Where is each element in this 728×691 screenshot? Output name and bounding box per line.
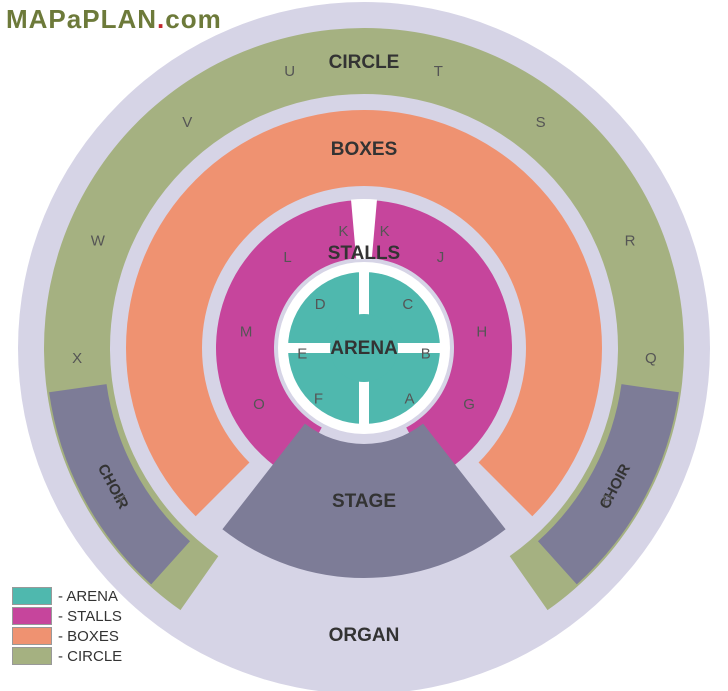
arena-seg-E: E (297, 345, 307, 362)
legend: - ARENA - STALLS - BOXES - CIRCLE (12, 585, 122, 667)
legend-label-boxes: - BOXES (58, 628, 119, 645)
label-organ: ORGAN (329, 625, 400, 646)
stalls-seg-J: J (437, 249, 445, 266)
legend-swatch-stalls (12, 607, 52, 625)
stalls-seg-K: K (338, 223, 348, 240)
circle-seg-W: W (91, 232, 106, 249)
label-boxes: BOXES (331, 139, 398, 160)
legend-row-circle: - CIRCLE (12, 647, 122, 665)
logo-mid: a (67, 4, 82, 34)
circle-seg-X: X (72, 350, 82, 367)
arena-seg-F: F (314, 391, 323, 408)
circle-seg-S: S (536, 114, 546, 131)
stalls-seg-K: K (380, 223, 390, 240)
label-arena: ARENA (330, 338, 398, 359)
circle-seg-V: V (182, 114, 192, 131)
legend-label-stalls: - STALLS (58, 608, 122, 625)
stalls-seg-L: L (283, 249, 291, 266)
circle-seg-Y: Y (116, 492, 126, 509)
circle-seg-T: T (434, 63, 443, 80)
stalls-seg-H: H (476, 323, 487, 340)
arena-seg-B: B (421, 345, 431, 362)
logo-pre: MAP (6, 4, 67, 34)
legend-row-stalls: - STALLS (12, 607, 122, 625)
legend-label-circle: - CIRCLE (58, 648, 122, 665)
circle-seg-P: P (602, 492, 612, 509)
stalls-seg-M: M (240, 323, 253, 340)
label-stage: STAGE (332, 491, 396, 512)
stalls-seg-G: G (463, 396, 475, 413)
logo-post: PLAN (82, 4, 157, 34)
legend-swatch-circle (12, 647, 52, 665)
circle-seg-U: U (284, 63, 295, 80)
circle-seg-R: R (625, 232, 636, 249)
arena-seg-D: D (315, 296, 326, 313)
arena-seg-A: A (404, 391, 414, 408)
logo-tld: com (165, 4, 221, 34)
label-stalls: STALLS (328, 243, 400, 264)
arena-seg-C: C (402, 296, 413, 313)
legend-swatch-boxes (12, 627, 52, 645)
legend-row-boxes: - BOXES (12, 627, 122, 645)
legend-label-arena: - ARENA (58, 588, 118, 605)
legend-swatch-arena (12, 587, 52, 605)
site-logo: MAPaPLAN.com (6, 4, 222, 35)
legend-row-arena: - ARENA (12, 587, 122, 605)
circle-seg-Q: Q (645, 350, 657, 367)
label-circle: CIRCLE (329, 52, 400, 73)
stalls-seg-O: O (253, 396, 265, 413)
